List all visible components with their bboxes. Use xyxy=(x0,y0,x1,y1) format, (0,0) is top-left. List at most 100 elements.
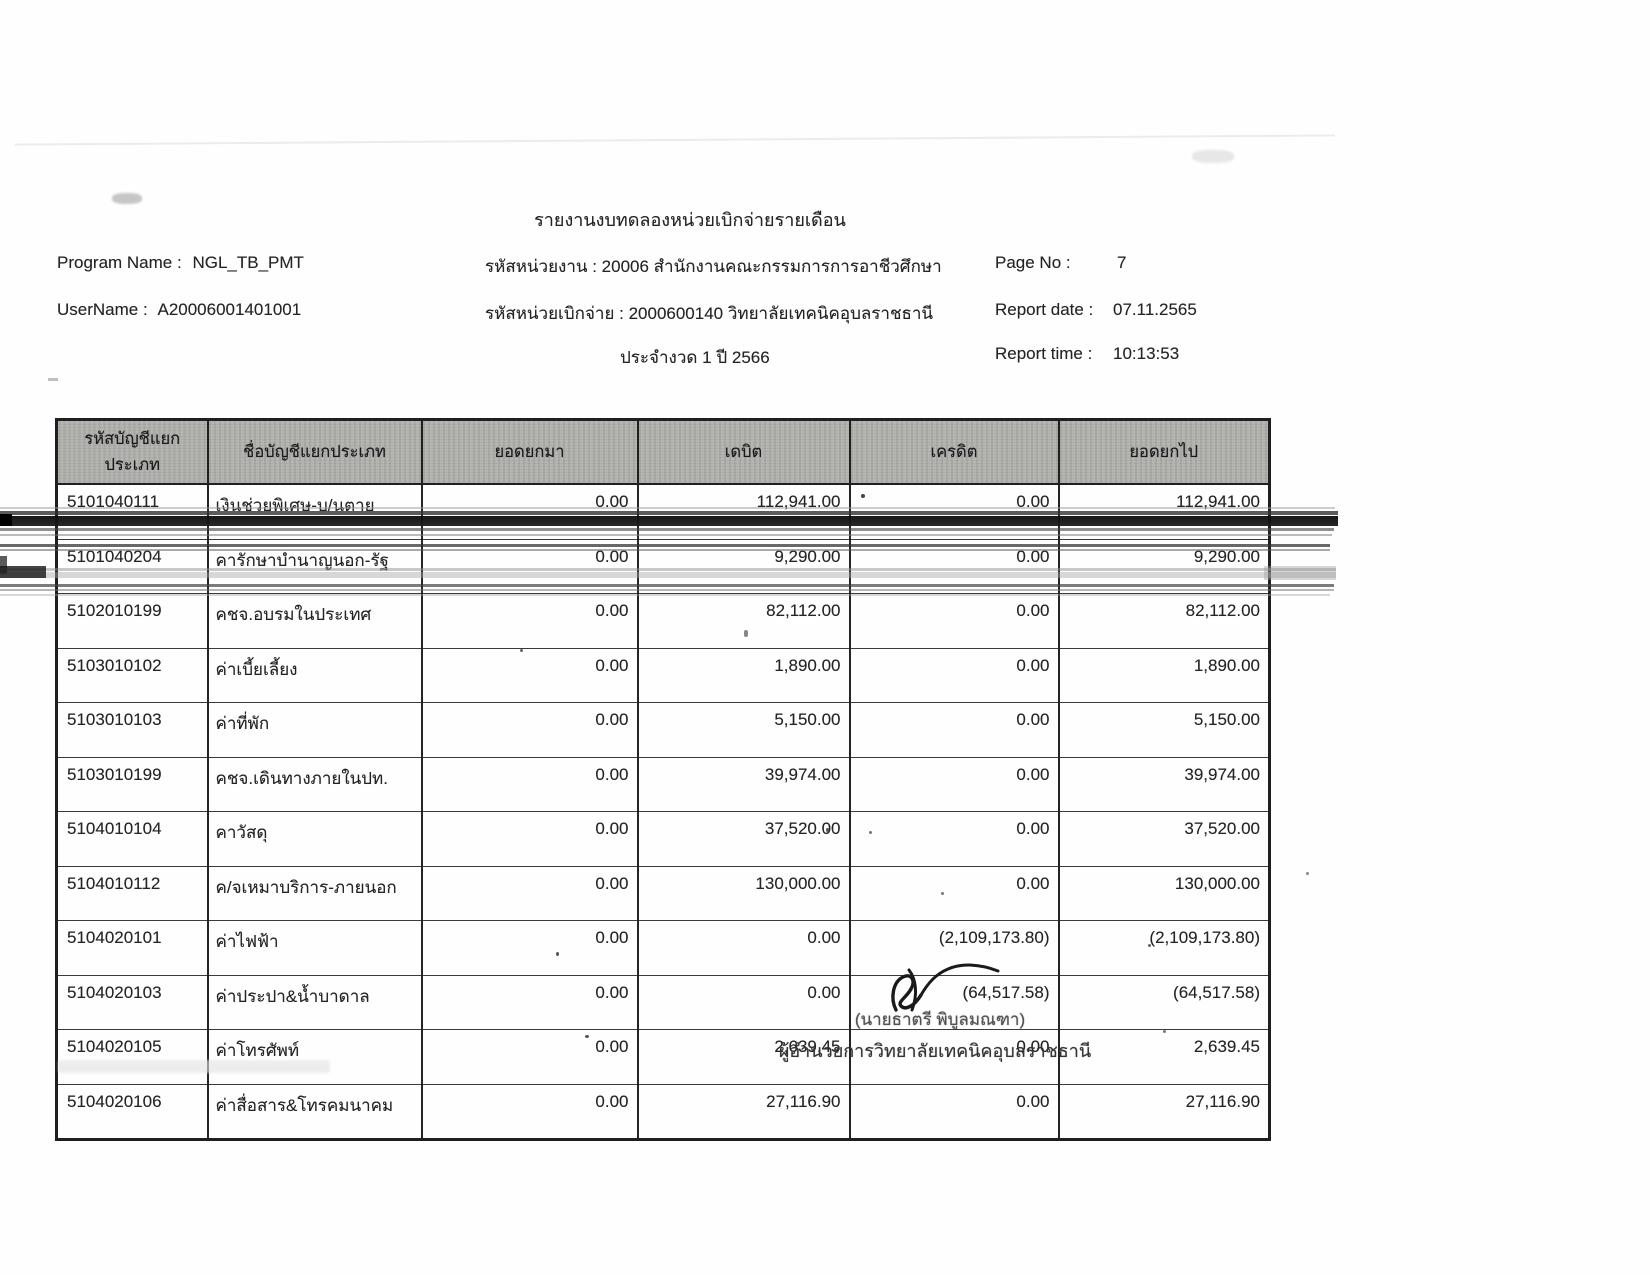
cell-carried-forward: 130,000.00 xyxy=(1057,865,1271,921)
table-row: 5104020103 ค่าประปา&น้ำบาดาล 0.00 0.00 (64,5… xyxy=(55,974,1271,1030)
cell-account-code: 5103010102 xyxy=(55,647,209,703)
cell-debit: 1,890.00 xyxy=(636,647,851,703)
table-row: 5104020105 ค่าโทรศัพท์ 0.00 2,639.45 0.00 2,6… xyxy=(55,1029,1271,1085)
cell-carried-forward: (64,517.58) xyxy=(1057,974,1271,1030)
cell-brought-forward: 0.00 xyxy=(420,1083,639,1140)
cell-carried-forward: 37,520.00 xyxy=(1057,811,1271,867)
table-row: 5103010199 คชจ.เดินทางภายในปท. 0.00 39,974.… xyxy=(55,756,1271,812)
col-header-credit: เครดิต xyxy=(848,418,1060,485)
cell-credit: 0.00 xyxy=(848,865,1060,921)
cell-credit: 0.00 xyxy=(848,811,1060,867)
cell-credit: 0.00 xyxy=(848,483,1060,540)
cell-carried-forward: 39,974.00 xyxy=(1057,756,1271,812)
cell-debit: 27,116.90 xyxy=(636,1083,851,1140)
cell-carried-forward: 1,890.00 xyxy=(1057,647,1271,703)
scan-blob xyxy=(0,566,46,578)
cell-account-name: ค่าโทรศัพท์ xyxy=(206,1029,423,1085)
scan-blob xyxy=(0,556,7,574)
cell-brought-forward: 0.00 xyxy=(420,920,639,976)
table-row: 5101040111 เงินช่วยพิเศษ-บ/นตาย 0.00 112,94… xyxy=(55,483,1271,540)
table-row: 5103010103 ค่าที่พัก 0.00 5,150.00 0.00 5,150… xyxy=(55,702,1271,758)
report-date-line: Report date : xyxy=(995,300,1099,320)
col-header-carried-forward: ยอดยกไป xyxy=(1057,418,1271,485)
cell-credit: 0.00 xyxy=(848,1029,1060,1085)
cell-debit: 0.00 xyxy=(636,974,851,1030)
scan-streak xyxy=(1264,566,1336,580)
report-time-label: Report time : xyxy=(995,344,1093,363)
cell-account-code: 5102010199 xyxy=(55,593,209,649)
table-header-row: รหัสบัญชีแยกประเภท ชื่อบัญชีแยกประเภท ยอ… xyxy=(55,418,1271,485)
table-row: 5104020101 ค่าไฟฟ้า 0.00 0.00 (2,109,173.80)… xyxy=(55,920,1271,976)
cell-carried-forward: 82,112.00 xyxy=(1057,593,1271,649)
cell-account-name: คารักษาบำนาญนอก-รัฐ xyxy=(206,538,423,594)
cell-credit: (2,109,173.80) xyxy=(848,920,1060,976)
scan-dash xyxy=(48,378,58,381)
cell-credit: 0.00 xyxy=(848,538,1060,594)
period-line: ประจำงวด 1 ปี 2566 xyxy=(620,348,770,367)
cell-account-code: 5101040204 xyxy=(55,538,209,594)
cell-brought-forward: 0.00 xyxy=(420,538,639,594)
pencil-smudge xyxy=(112,193,142,204)
cell-brought-forward: 0.00 xyxy=(420,483,639,540)
cell-account-name: คาวัสดุ xyxy=(206,811,423,867)
table-row: 5101040204 คารักษาบำนาญนอก-รัฐ 0.00 9,290.0… xyxy=(55,538,1271,594)
cell-debit: 0.00 xyxy=(636,920,851,976)
cell-debit: 82,112.00 xyxy=(636,593,851,649)
page-edge-line xyxy=(15,134,1335,146)
table-body: 5101040111 เงินช่วยพิเศษ-บ/นตาย 0.00 112,94… xyxy=(55,483,1271,1140)
agency-line: รหัสหน่วยงาน : 20006 สำนักงานคณะกรรมการก… xyxy=(485,257,942,276)
cell-account-code: 5101040111 xyxy=(55,483,209,540)
cell-debit: 37,520.00 xyxy=(636,811,851,867)
cell-account-name: ค่าเบี้ยเลี้ยง xyxy=(206,647,423,703)
cell-account-name: ค่าประปา&น้ำบาดาล xyxy=(206,974,423,1030)
signer-title: ผู้อำนวยการวิทยาลัยเทคนิคอุบลราชธานี xyxy=(778,1041,1092,1061)
disburse-unit-line: รหัสหน่วยเบิกจ่าย : 2000600140 วิทยาลัยเ… xyxy=(485,304,934,323)
cell-brought-forward: 0.00 xyxy=(420,702,639,758)
cell-account-code: 5104020103 xyxy=(55,974,209,1030)
cell-account-name: ค่าที่พัก xyxy=(206,702,423,758)
table-row: 5102010199 คชจ.อบรมในประเทศ 0.00 82,112.00 0… xyxy=(55,593,1271,649)
cell-brought-forward: 0.00 xyxy=(420,1029,639,1085)
cell-credit: 0.00 xyxy=(848,647,1060,703)
page-no-label: Page No : xyxy=(995,253,1071,272)
table-row: 5104010112 ค/จเหมาบริการ-ภายนอก 0.00 130,00… xyxy=(55,865,1271,921)
cell-account-name: ค/จเหมาบริการ-ภายนอก xyxy=(206,865,423,921)
cell-brought-forward: 0.00 xyxy=(420,811,639,867)
program-name-line: Program Name : NGL_TB_PMT xyxy=(57,253,304,273)
cell-debit: 2,639.45 xyxy=(636,1029,851,1085)
table-row: 5104010104 คาวัสดุ 0.00 37,520.00 0.00 37,520… xyxy=(55,811,1271,867)
report-date-label: Report date : xyxy=(995,300,1094,319)
cell-brought-forward: 0.00 xyxy=(420,865,639,921)
cell-account-code: 5103010199 xyxy=(55,756,209,812)
cell-account-name: คชจ.เดินทางภายในปท. xyxy=(206,756,423,812)
cell-carried-forward: 5,150.00 xyxy=(1057,702,1271,758)
report-time-value: 10:13:53 xyxy=(1113,344,1180,363)
cell-account-code: 5104020106 xyxy=(55,1083,209,1140)
cell-carried-forward: 9,290.00 xyxy=(1057,538,1271,594)
cell-credit: 0.00 xyxy=(848,1083,1060,1140)
cell-account-code: 5103010103 xyxy=(55,702,209,758)
report-title: รายงานงบทดลองหน่วยเบิกจ่ายรายเดือน xyxy=(534,210,846,230)
cell-brought-forward: 0.00 xyxy=(420,756,639,812)
cell-credit: 0.00 xyxy=(848,756,1060,812)
page-no-value: 7 xyxy=(1117,253,1127,272)
cell-brought-forward: 0.00 xyxy=(420,974,639,1030)
username-line: UserName : A20006001401001 xyxy=(57,300,301,320)
col-header-account-code: รหัสบัญชีแยกประเภท xyxy=(55,418,209,485)
cell-carried-forward: 112,941.00 xyxy=(1057,483,1271,540)
table-row: 5104020106 ค่าสื่อสาร&โทรคมนาคม 0.00 27,116… xyxy=(55,1083,1271,1140)
report-time-line: Report time : xyxy=(995,344,1098,364)
scan-smudge xyxy=(1192,150,1234,163)
cell-carried-forward: (2,109,173.80) xyxy=(1057,920,1271,976)
cell-account-name: ค่าสื่อสาร&โทรคมนาคม xyxy=(206,1083,423,1140)
cell-account-code: 5104020101 xyxy=(55,920,209,976)
program-name-label: Program Name : xyxy=(57,253,182,272)
col-header-account-name: ชื่อบัญชีแยกประเภท xyxy=(206,418,423,485)
cell-credit: 0.00 xyxy=(848,593,1060,649)
cell-carried-forward: 27,116.90 xyxy=(1057,1083,1271,1140)
cell-account-name: ค่าไฟฟ้า xyxy=(206,920,423,976)
username-label: UserName : xyxy=(57,300,148,319)
cell-credit: 0.00 xyxy=(848,702,1060,758)
cell-debit: 9,290.00 xyxy=(636,538,851,594)
